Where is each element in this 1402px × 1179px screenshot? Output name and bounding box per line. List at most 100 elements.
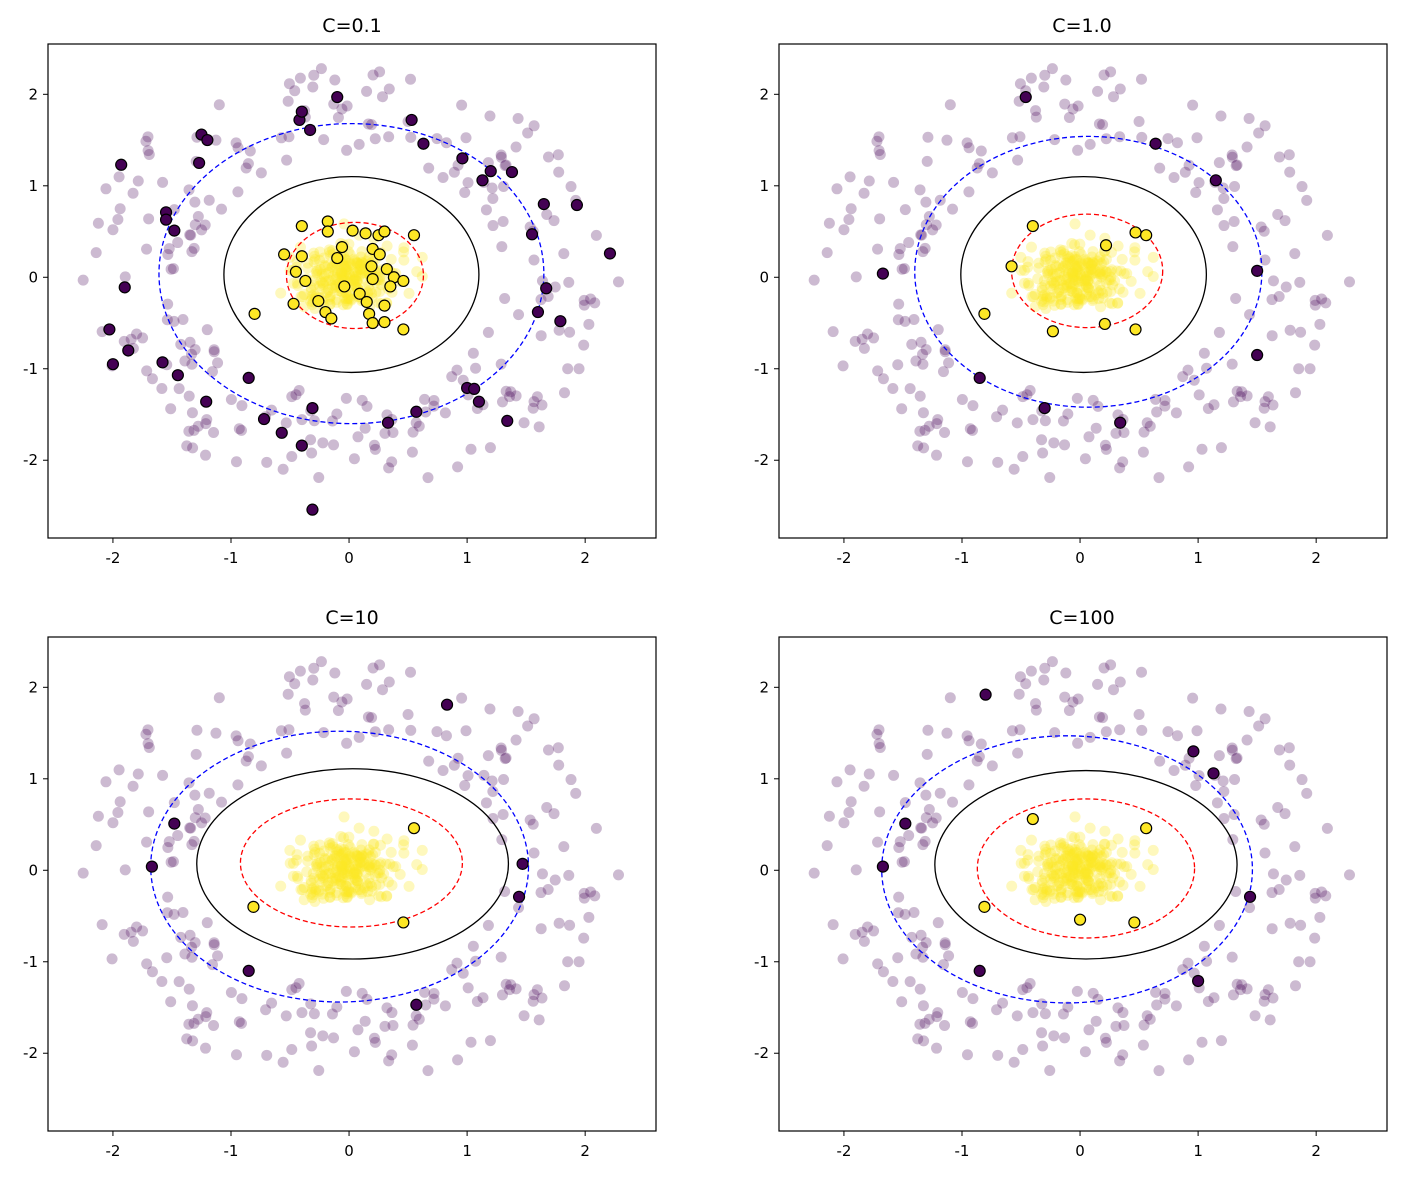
- inner-class-point: [1072, 298, 1084, 310]
- inner-class-point: [335, 860, 347, 872]
- inner-class-point: [1036, 877, 1048, 889]
- inner-class-point: [1051, 287, 1063, 299]
- inner-class-point: [1083, 291, 1095, 303]
- inner-class-point: [394, 868, 406, 880]
- inner-class-point: [355, 860, 367, 872]
- inner-class-point: [1072, 853, 1084, 865]
- outer-class-point: [1159, 400, 1171, 412]
- inner-class-point: [375, 891, 387, 903]
- outer-class-point: [299, 698, 311, 710]
- positive-margin: [285, 221, 425, 330]
- outer-class-point: [910, 355, 922, 367]
- outer-class-point: [361, 85, 373, 97]
- outer-class-point: [1226, 149, 1238, 161]
- outer-class-point: [585, 886, 597, 898]
- outer-class-point: [917, 951, 929, 963]
- inner-class-point: [342, 293, 354, 305]
- inner-class-point: [1073, 865, 1085, 877]
- outer-class-point: [827, 919, 839, 931]
- outer-class-point: [233, 423, 245, 435]
- inner-class-point: [295, 291, 307, 303]
- outer-class-point: [963, 186, 975, 198]
- outer-class-point: [1280, 281, 1292, 293]
- outer-class-point: [200, 1042, 212, 1054]
- outer-class-point: [497, 809, 509, 821]
- inner-class-point: [1045, 246, 1057, 258]
- outer-class-point: [1136, 131, 1148, 143]
- inner-class-point: [375, 857, 387, 869]
- inner-class-point: [308, 849, 320, 861]
- outer-class-point: [487, 813, 499, 825]
- inner-class-point: [339, 292, 351, 304]
- negative-margin: [158, 122, 545, 425]
- outer-class-point: [374, 66, 386, 78]
- outer-class-point: [157, 176, 169, 188]
- support-vector-outer: [1019, 90, 1032, 104]
- inner-class-point: [1055, 884, 1067, 896]
- y-tick-label: 2: [28, 678, 38, 696]
- inner-class-point: [1098, 849, 1110, 861]
- inner-class-point: [1085, 291, 1097, 303]
- inner-class-point: [1043, 857, 1055, 869]
- inner-class-point: [334, 870, 346, 882]
- inner-class-point: [1083, 267, 1095, 279]
- outer-class-point: [1296, 181, 1308, 193]
- y-tick-label: 2: [28, 85, 38, 103]
- outer-class-point: [961, 456, 973, 468]
- outer-class-point: [856, 333, 868, 345]
- outer-class-point: [188, 242, 200, 254]
- outer-class-point: [328, 1032, 340, 1044]
- outer-class-point: [387, 1019, 399, 1031]
- outer-class-point: [1114, 1055, 1126, 1067]
- inner-class-point: [354, 263, 366, 275]
- outer-class-point: [549, 874, 561, 886]
- outer-class-point: [1097, 119, 1109, 131]
- outer-class-point: [100, 776, 112, 788]
- outer-class-point: [495, 951, 507, 963]
- x-tick-label: 0: [1075, 1142, 1085, 1160]
- outer-class-point: [1218, 220, 1230, 232]
- inner-class-point: [1015, 844, 1027, 856]
- outer-class-point: [428, 395, 440, 407]
- inner-class-point: [1085, 263, 1097, 275]
- outer-class-point: [1153, 1065, 1165, 1077]
- outer-class-point: [470, 362, 482, 374]
- outer-class-point: [986, 167, 998, 179]
- inner-class-point: [318, 271, 330, 283]
- outer-class-point: [235, 1017, 247, 1029]
- inner-class-point: [1085, 851, 1097, 863]
- y-tick-label: 1: [759, 770, 769, 788]
- inner-class-point: [353, 270, 365, 282]
- inner-class-point: [364, 877, 376, 889]
- outer-class-point: [1072, 144, 1084, 156]
- outer-class-point: [1244, 902, 1256, 914]
- support-vector-inner: [353, 287, 366, 300]
- inner-class-point: [1086, 852, 1098, 864]
- outer-class-point: [505, 386, 517, 398]
- inner-class-point: [307, 868, 319, 880]
- support-vector-outer: [1187, 745, 1200, 758]
- inner-class-point: [1067, 860, 1079, 872]
- inner-class-point: [1101, 266, 1113, 278]
- support-vector-outer: [554, 315, 567, 328]
- inner-class-point: [1091, 255, 1103, 267]
- outer-class-point: [307, 674, 319, 686]
- support-vector-inner: [338, 280, 351, 293]
- inner-class-point: [1095, 301, 1107, 313]
- outer-class-point: [1266, 294, 1278, 306]
- outer-class-point: [914, 1018, 926, 1030]
- outer-class-point: [244, 145, 256, 157]
- inner-class-point: [416, 251, 428, 263]
- inner-class-point: [1111, 265, 1123, 277]
- inner-class-point: [1097, 292, 1109, 304]
- inner-class-point: [323, 244, 335, 256]
- inner-class-point: [1104, 890, 1116, 902]
- outer-class-point: [896, 996, 908, 1008]
- outer-class-point: [308, 1008, 320, 1020]
- inner-class-point: [1060, 257, 1072, 269]
- inner-class-point: [315, 263, 327, 275]
- outer-class-point: [843, 213, 855, 225]
- outer-class-point: [255, 760, 267, 772]
- outer-class-point: [1092, 993, 1104, 1005]
- inner-class-point: [1071, 283, 1083, 295]
